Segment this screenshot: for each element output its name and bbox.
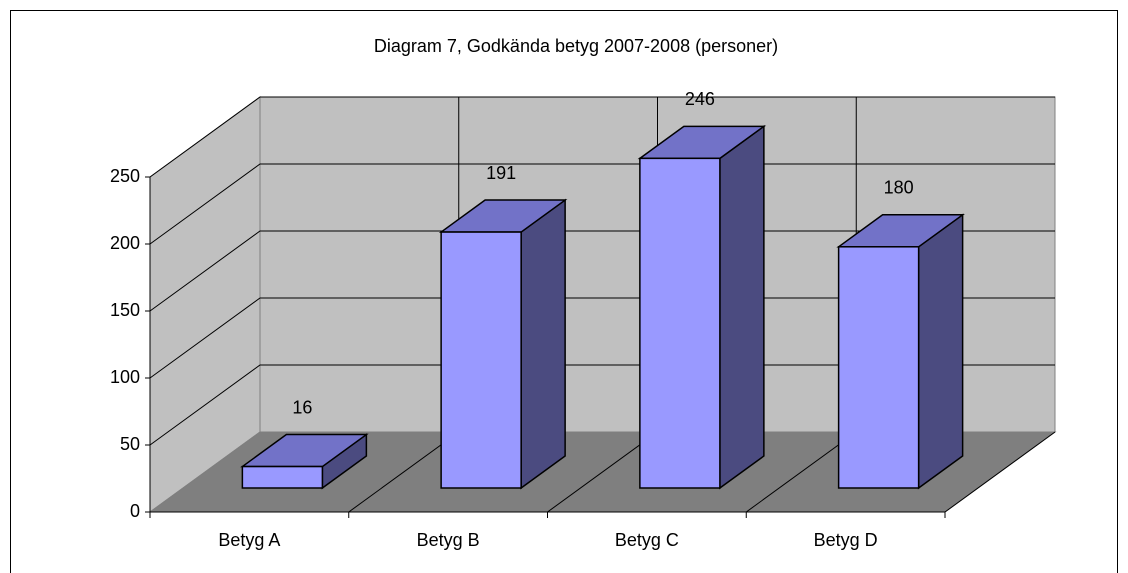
grid-line: [149, 297, 1055, 379]
y-tick-label: 150: [110, 300, 140, 320]
data-label: 246: [685, 89, 715, 109]
y-tick-label: 0: [130, 501, 140, 521]
y-tick-label: 200: [110, 233, 140, 253]
bar-side: [520, 198, 566, 490]
grid-line: [149, 230, 1055, 312]
grid-line: [149, 96, 1055, 178]
bar: [639, 157, 721, 489]
chart-title: Diagram 7, Godkända betyg 2007-2008 (per…: [374, 36, 778, 56]
data-label: 191: [486, 163, 516, 183]
x-tick-label: Betyg A: [218, 530, 280, 550]
floor-edge: [944, 431, 1056, 513]
bar: [837, 246, 920, 489]
y-tick-label: 50: [120, 434, 140, 454]
bar-side: [719, 124, 765, 490]
x-tick-label: Betyg D: [814, 530, 878, 550]
grid-line: [149, 364, 1055, 446]
data-label: 180: [884, 178, 914, 198]
y-tick-label: 100: [110, 367, 140, 387]
bar-side: [917, 213, 964, 490]
data-label: 16: [292, 397, 312, 417]
bar: [440, 231, 522, 489]
x-tick-label: Betyg C: [615, 530, 679, 550]
x-tick-label: Betyg B: [417, 530, 480, 550]
y-tick-label: 250: [110, 166, 140, 186]
bar: [241, 465, 324, 489]
grid-line: [149, 163, 1055, 245]
